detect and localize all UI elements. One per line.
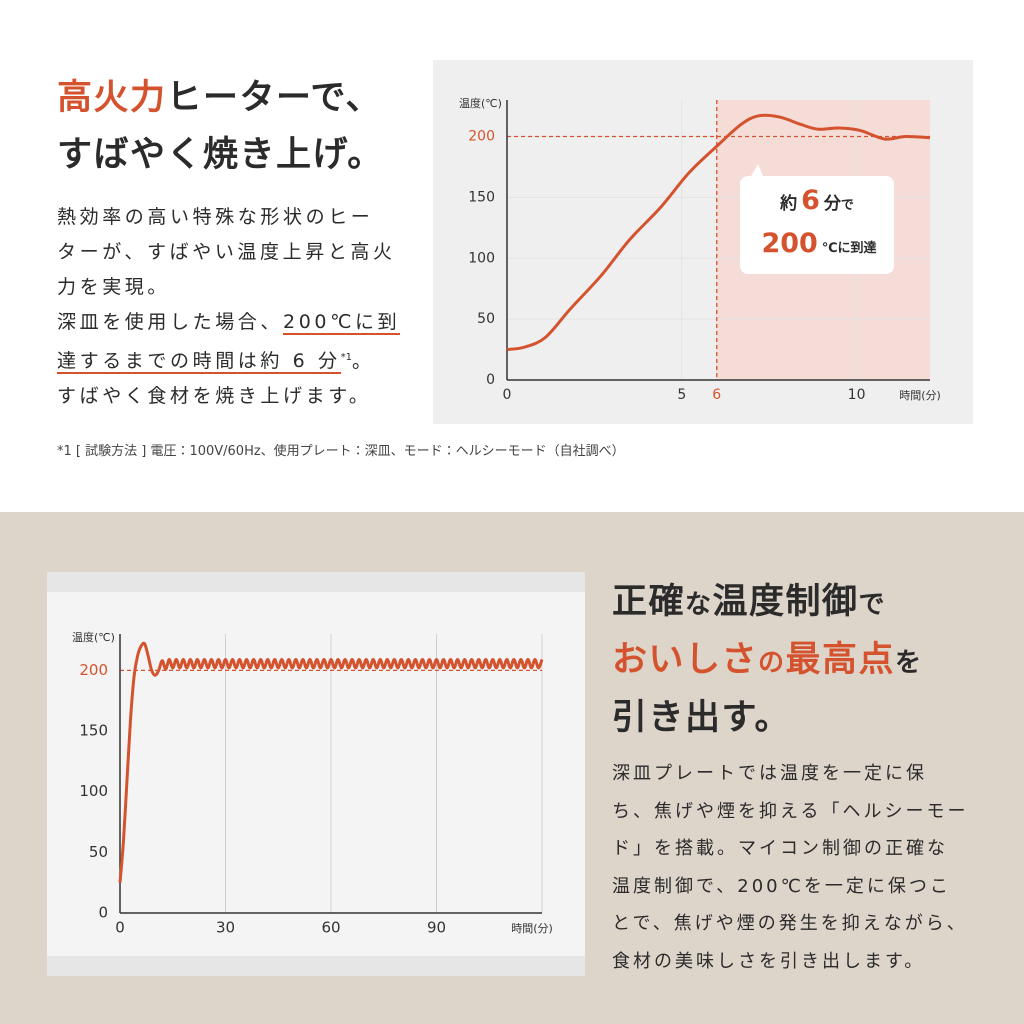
x-tick-label: 60 (321, 919, 340, 937)
x-tick-label: 6 (712, 387, 721, 403)
text-segment: 深皿プレートでは温度を一定に保 (612, 763, 927, 784)
text-line: ド」を搭載。マイコン制御の正確な (612, 830, 968, 868)
text-line: 引き出す。 (612, 691, 923, 746)
text-segment: おいしさ (612, 640, 759, 680)
text-segment: ヒーターで、 (166, 78, 383, 118)
x-tick-label: 30 (216, 919, 235, 937)
y-tick-label: 100 (468, 250, 495, 266)
text-segment: で (858, 590, 887, 620)
callout: 約 6 分で 200 ℃に到達 (740, 164, 894, 274)
x-tick-label: 0 (503, 387, 512, 403)
text-line: すばやく食材を焼き上げます。 (57, 379, 400, 414)
x-axis-label: 時間(分) (511, 922, 553, 935)
x-tick-label: 5 (677, 387, 686, 403)
x-tick-label: 10 (848, 387, 866, 403)
text-segment: 最高点 (785, 640, 896, 680)
text-line: 高火力ヒーターで、 (57, 70, 384, 127)
y-tick-label: 50 (477, 311, 495, 327)
text-segment: 温度制御で、200℃を一定に保つこ (612, 875, 951, 897)
y-tick-label: 0 (98, 904, 108, 922)
text-line: 達するまでの時間は約 6 分*1。 (57, 340, 400, 379)
text-line: ターが、すばやい温度上昇と高火 (57, 235, 400, 270)
chart-panel-inner (47, 592, 585, 956)
chart: 0 50 100 150 200 0 30 60 90 温度(℃) 時間(分) (47, 572, 585, 976)
text-line: 食材の美味しさを引き出します。 (612, 943, 968, 981)
text-segment: 深皿を使用した場合、 (57, 311, 284, 333)
text-segment: 引き出す。 (612, 698, 792, 738)
text-segment: を (895, 648, 923, 678)
text-segment: の (758, 648, 786, 678)
x-tick-label: 90 (427, 919, 446, 937)
text-line: 力を実現。 (57, 270, 400, 305)
y-axis-label: 温度(℃) (459, 97, 502, 110)
heading: 正確な温度制御で おいしさの最高点を 引き出す。 (612, 575, 923, 746)
y-tick-label: 50 (89, 843, 108, 861)
text-line: ち、焦げや煙を抑える「ヘルシーモー (612, 793, 968, 831)
text-segment: 高火力 (57, 78, 167, 118)
text-line: 熱効率の高い特殊な形状のヒー (57, 200, 400, 235)
text-segment: ド」を搭載。マイコン制御の正確な (612, 838, 948, 859)
text-segment: 200 (761, 228, 818, 259)
text-segment: すばやく食材を焼き上げます。 (57, 385, 372, 408)
text-segment: 達するまでの時間は約 6 分 (57, 350, 341, 375)
text-segment: ターが、すばやい温度上昇と高火 (57, 241, 396, 263)
text-segment: 正確 (612, 582, 686, 622)
text-segment: な (685, 590, 713, 620)
y-tick-label: 150 (468, 189, 495, 205)
text-line: 約 6 分で (780, 182, 854, 225)
y-tick-label: 200 (468, 129, 495, 145)
text-line: すばやく焼き上げ。 (57, 127, 384, 184)
text-line: 正確な温度制御で (612, 575, 923, 633)
text-segment: 分 (823, 194, 841, 214)
text-segment: 約 (780, 194, 798, 214)
text-line: 深皿プレートでは温度を一定に保 (612, 755, 968, 793)
text-line: とで、焦げや煙の発生を抑えながら、 (612, 905, 968, 943)
heading: 高火力ヒーターで、すばやく焼き上げ。 (57, 70, 384, 184)
text-line: 温度制御で、200℃を一定に保つこ (612, 868, 968, 906)
text-line: 200 ℃に到達 (757, 225, 876, 268)
text-line: おいしさの最高点を (612, 633, 923, 691)
text-segment: *1 (340, 352, 352, 363)
y-tick-label: 100 (79, 782, 108, 800)
data-line (506, 113, 931, 352)
y-axis-label: 温度(℃) (72, 631, 115, 644)
text-line: 深皿を使用した場合、200℃に到 (57, 305, 401, 340)
body-text: 深皿プレートでは温度を一定に保ち、焦げや煙を抑える「ヘルシーモー ド」を搭載。マイ… (612, 755, 968, 980)
y-tick-label: 200 (79, 661, 108, 679)
y-tick-label: 0 (486, 372, 495, 388)
text-segment: 温度制御 (712, 582, 859, 622)
y-tick-label: 150 (79, 722, 108, 740)
body-text: 熱効率の高い特殊な形状のヒー ターが、すばやい温度上昇と高火 力を実現。深皿を使用し… (57, 200, 401, 414)
text-segment: で (840, 198, 854, 213)
text-segment: 200℃に到 (283, 311, 401, 335)
x-axis-label: 時間(分) (899, 389, 941, 402)
text-segment: すばやく焼き上げ。 (57, 135, 384, 175)
x-tick-label: 0 (115, 919, 125, 937)
text-segment: 。 (351, 350, 375, 373)
text-segment: 食材の美味しさを引き出します。 (612, 950, 926, 972)
footnote: *1 [ 試験方法 ] 電圧：100V/60Hz、使用プレート：深皿、モード：ヘ… (57, 444, 625, 459)
text-segment: とで、焦げや煙の発生を抑えながら、 (612, 913, 968, 934)
data-line (118, 641, 544, 883)
text-segment: 6 (801, 185, 820, 216)
text-segment: ち、焦げや煙を抑える「ヘルシーモー (612, 800, 969, 822)
text-segment: 力を実現。 (57, 276, 171, 298)
text-segment: ℃に到達 (821, 241, 877, 256)
text-segment: 熱効率の高い特殊な形状のヒー (57, 206, 374, 228)
